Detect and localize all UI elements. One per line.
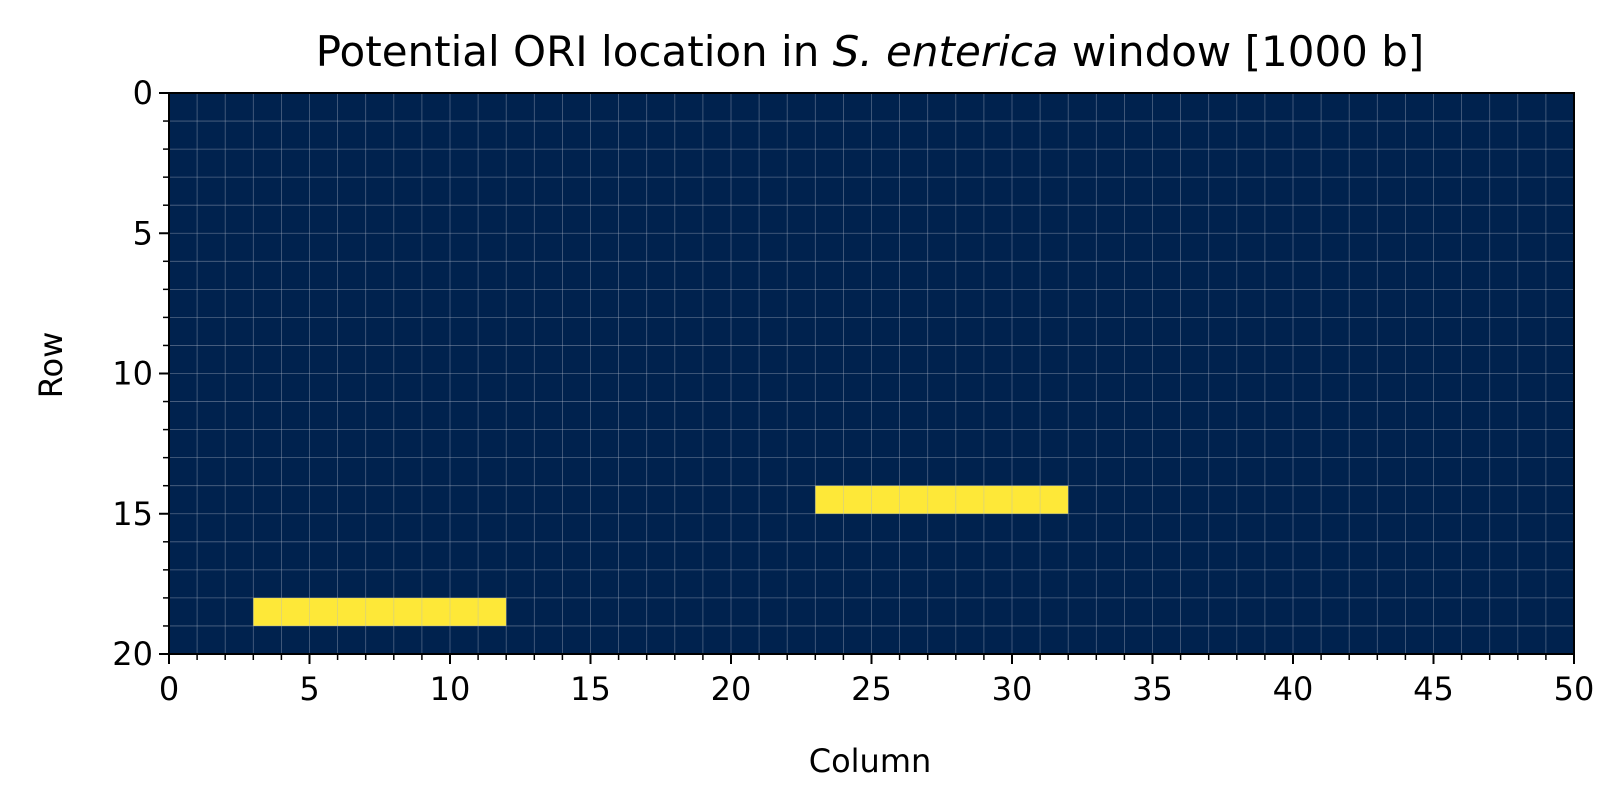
- x-tick-label: 30: [992, 670, 1033, 708]
- heatmap-cell-band-2: [253, 597, 507, 626]
- y-tick-label: 15: [112, 495, 153, 533]
- x-tick-label: 10: [430, 670, 471, 708]
- heatmap-cell-band-1: [815, 485, 1069, 514]
- chart-title: Potential ORI location in S. enterica wi…: [316, 27, 1425, 76]
- x-tick-label: 25: [851, 670, 892, 708]
- y-tick-label: 5: [133, 214, 153, 252]
- x-tick-label: 45: [1413, 670, 1454, 708]
- y-tick-label: 20: [112, 635, 153, 673]
- x-tick-label: 0: [159, 670, 179, 708]
- x-tick-label: 35: [1132, 670, 1173, 708]
- chart-title-suffix: window [1000 b]: [1059, 27, 1425, 76]
- chart-title-species: S. enterica: [833, 27, 1059, 76]
- x-axis-label: Column: [809, 742, 932, 780]
- y-tick-label: 0: [133, 74, 153, 112]
- x-tick-label: 40: [1273, 670, 1314, 708]
- y-tick-label: 10: [112, 355, 153, 393]
- heatmap-background: [169, 93, 1574, 654]
- y-axis-label: Row: [32, 332, 70, 399]
- x-tick-label: 15: [570, 670, 611, 708]
- x-tick-label: 5: [299, 670, 319, 708]
- x-tick-label: 20: [711, 670, 752, 708]
- plot-area: [168, 92, 1575, 655]
- x-tick-label: 50: [1554, 670, 1595, 708]
- chart-title-prefix: Potential ORI location in: [316, 27, 833, 76]
- axis-ticks: 0 5 10 15 20 25 30 35 40 45 50 0 5 10 15 20: [112, 74, 1594, 708]
